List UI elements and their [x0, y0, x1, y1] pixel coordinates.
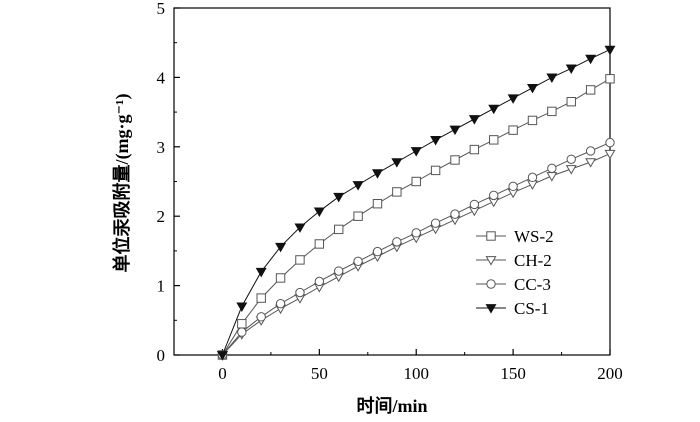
data-point-cs-1: [410, 147, 422, 157]
y-tick-label: 2: [157, 207, 166, 226]
data-point-cs-1: [565, 64, 577, 74]
data-point-cs-1: [488, 104, 500, 115]
data-point-ws-2: [430, 165, 441, 176]
data-point-cs-1: [430, 136, 442, 146]
series-ws-2: [217, 74, 615, 360]
data-point-cs-1: [507, 94, 519, 104]
data-point-cs-1: [352, 181, 364, 191]
data-point-cs-1: [527, 83, 538, 94]
series-cs-1: [216, 45, 616, 361]
data-point-ws-2: [411, 176, 421, 187]
data-point-cc-3: [256, 312, 266, 322]
data-point-cs-1: [294, 223, 306, 233]
data-point-ws-2: [392, 187, 402, 197]
data-point-ch-2: [604, 149, 616, 160]
legend-label: CC-3: [514, 275, 551, 294]
series-cc-3: [217, 137, 615, 360]
data-point-cs-1: [468, 115, 480, 125]
y-tick-label: 0: [157, 346, 166, 365]
series-layer: [216, 45, 616, 361]
data-point-cc-3: [295, 287, 305, 298]
y-tick-label: 5: [157, 0, 166, 18]
data-point-cc-3: [430, 218, 441, 228]
data-point-cs-1: [216, 351, 228, 361]
y-axis-title: 单位汞吸附量/(mg·g⁻¹): [111, 94, 133, 273]
data-point-cs-1: [585, 54, 597, 65]
legend-item-cc-3: CC-3: [476, 275, 551, 294]
legend-marker: [486, 231, 496, 241]
data-point-cs-1: [371, 169, 383, 179]
legend-item-cs-1: CS-1: [476, 299, 549, 318]
data-point-cs-1: [275, 242, 287, 253]
data-point-ws-2: [566, 96, 576, 107]
x-tick-label: 150: [500, 364, 526, 383]
data-point-cc-3: [585, 146, 596, 156]
data-point-cc-3: [469, 199, 480, 210]
legend-marker: [485, 256, 497, 266]
y-tick-label: 3: [157, 138, 166, 157]
data-point-cc-3: [547, 163, 557, 174]
x-tick-label: 50: [311, 364, 328, 383]
data-point-cs-1: [391, 158, 403, 168]
data-point-ch-2: [565, 165, 577, 175]
x-axis-title: 时间/min: [356, 396, 427, 416]
data-point-ws-2: [527, 115, 538, 126]
legend: WS-2 CH-2 CC-3 CS-1: [476, 227, 554, 318]
data-point-ws-2: [314, 239, 325, 249]
legend-item-ch-2: CH-2: [476, 251, 552, 270]
legend-marker: [486, 279, 496, 289]
data-point-cs-1: [604, 45, 616, 56]
data-point-ch-2: [546, 172, 558, 182]
legend-label: CH-2: [514, 251, 552, 270]
legend-label: WS-2: [514, 227, 554, 246]
data-point-cs-1: [546, 73, 558, 84]
data-point-cs-1: [255, 267, 267, 278]
y-tick-label: 1: [157, 277, 166, 296]
data-point-cc-3: [508, 181, 518, 192]
data-point-ws-2: [353, 211, 363, 221]
data-point-cc-3: [450, 209, 460, 219]
data-point-cc-3: [314, 276, 325, 287]
data-point-cc-3: [392, 237, 402, 247]
data-point-cc-3: [605, 137, 615, 148]
data-point-cc-3: [489, 190, 499, 201]
legend-marker: [485, 304, 497, 314]
x-tick-label: 200: [597, 364, 623, 383]
data-point-cs-1: [236, 302, 248, 313]
data-point-cs-1: [333, 192, 345, 203]
data-point-cc-3: [353, 256, 363, 267]
data-point-ws-2: [295, 255, 305, 265]
y-tick-label: 4: [157, 68, 166, 87]
data-point-cc-3: [372, 246, 383, 257]
data-point-ws-2: [334, 224, 344, 235]
data-point-cc-3: [411, 228, 421, 238]
data-point-cc-3: [334, 266, 344, 276]
legend-item-ws-2: WS-2: [476, 227, 554, 246]
data-point-ws-2: [469, 144, 480, 155]
data-point-ch-2: [585, 158, 597, 168]
data-point-ws-2: [489, 135, 499, 145]
legend-label: CS-1: [514, 299, 549, 318]
data-point-cc-3: [237, 327, 247, 337]
data-point-ch-2: [527, 180, 538, 190]
data-point-cc-3: [566, 154, 576, 164]
data-point-cc-3: [275, 298, 286, 309]
data-point-ws-2: [508, 125, 518, 135]
data-point-ws-2: [605, 74, 615, 84]
x-tick-label: 0: [218, 364, 227, 383]
data-point-ws-2: [585, 85, 596, 95]
data-point-ws-2: [450, 155, 460, 165]
data-point-ws-2: [275, 273, 286, 283]
axes: 0 50 100 150 200 0 1 2 3 4 5: [157, 0, 623, 383]
data-point-ws-2: [256, 293, 266, 303]
data-point-cc-3: [527, 172, 538, 183]
x-tick-label: 100: [403, 364, 429, 383]
data-point-ws-2: [372, 199, 383, 209]
data-point-cs-1: [449, 125, 461, 136]
data-point-cs-1: [313, 207, 325, 217]
data-point-ws-2: [547, 106, 557, 117]
data-point-ws-2: [237, 319, 247, 329]
